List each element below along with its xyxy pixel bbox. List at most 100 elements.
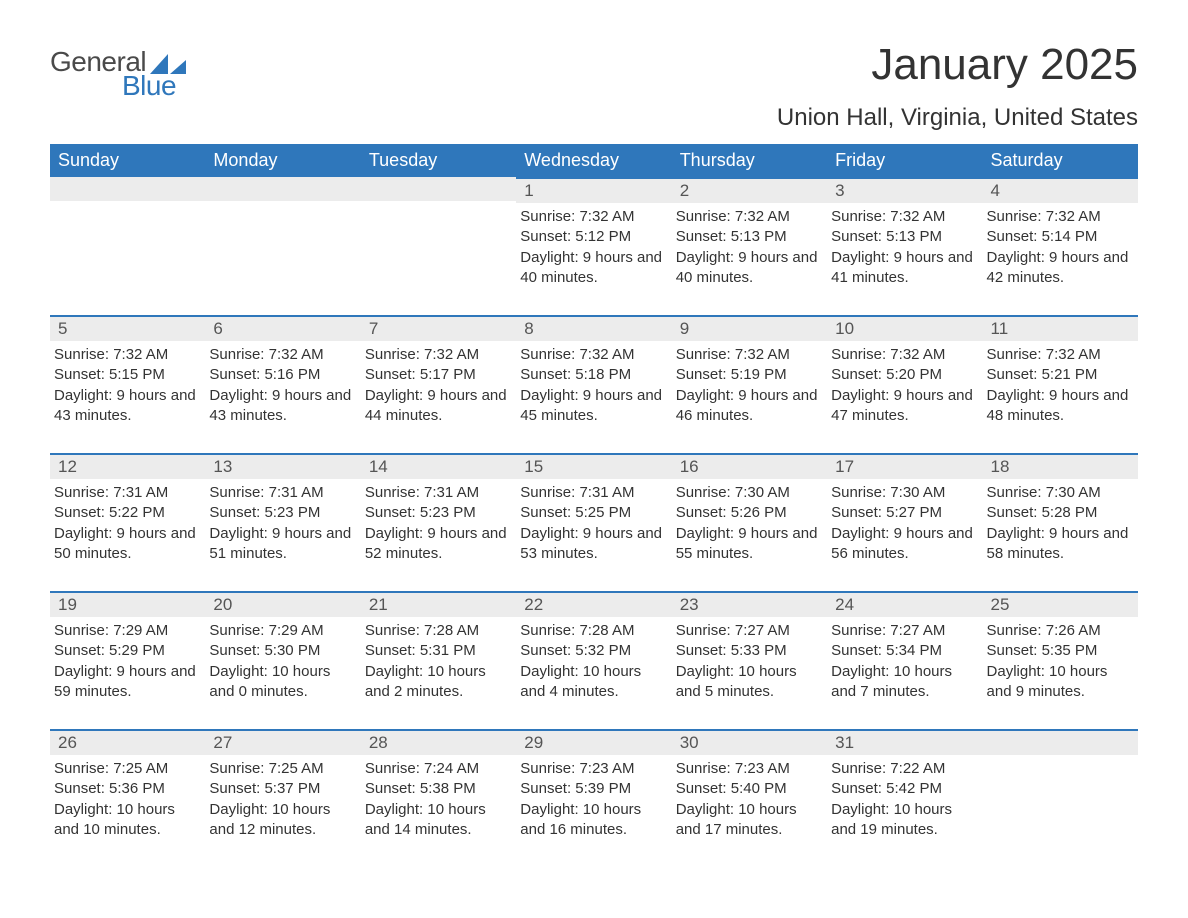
day-number: 28 [361, 731, 516, 755]
day-number: 5 [50, 317, 205, 341]
empty-cell [50, 177, 205, 315]
calendar-row: 19Sunrise: 7:29 AMSunset: 5:29 PMDayligh… [50, 591, 1138, 729]
sunset-text: Sunset: 5:12 PM [520, 227, 667, 247]
sunrise-text: Sunrise: 7:32 AM [676, 207, 823, 227]
day-number: 13 [205, 455, 360, 479]
day-number: 4 [983, 179, 1138, 203]
weekday-header: Friday [827, 144, 982, 177]
day-details: Sunrise: 7:32 AMSunset: 5:17 PMDaylight:… [361, 341, 516, 430]
day-number: 21 [361, 593, 516, 617]
sunrise-text: Sunrise: 7:25 AM [54, 759, 201, 779]
daylight-text: Daylight: 10 hours and 10 minutes. [54, 800, 201, 841]
sunrise-text: Sunrise: 7:32 AM [365, 345, 512, 365]
day-details: Sunrise: 7:31 AMSunset: 5:22 PMDaylight:… [50, 479, 205, 568]
day-number: 14 [361, 455, 516, 479]
day-cell: 29 Sunrise: 7:23 AMSunset: 5:39 PMDayligh… [516, 729, 671, 867]
day-cell: 3Sunrise: 7:32 AMSunset: 5:13 PMDaylight… [827, 177, 982, 315]
day-number: 15 [516, 455, 671, 479]
sunset-text: Sunset: 5:21 PM [987, 365, 1134, 385]
weekday-header: Thursday [672, 144, 827, 177]
day-details: Sunrise: 7:32 AMSunset: 5:13 PMDaylight:… [672, 203, 827, 292]
sunset-text: Sunset: 5:36 PM [54, 779, 201, 799]
sunrise-text: Sunrise: 7:31 AM [520, 483, 667, 503]
daylight-text: Daylight: 9 hours and 48 minutes. [987, 386, 1134, 427]
day-number: 31 [827, 731, 982, 755]
logo-sail-icon [150, 54, 186, 74]
day-cell: 19Sunrise: 7:29 AMSunset: 5:29 PMDayligh… [50, 591, 205, 729]
sunset-text: Sunset: 5:39 PM [520, 779, 667, 799]
daylight-text: Daylight: 10 hours and 16 minutes. [520, 800, 667, 841]
day-cell: 13Sunrise: 7:31 AMSunset: 5:23 PMDayligh… [205, 453, 360, 591]
daylight-text: Daylight: 9 hours and 40 minutes. [520, 248, 667, 289]
daylight-text: Daylight: 9 hours and 53 minutes. [520, 524, 667, 565]
sunset-text: Sunset: 5:20 PM [831, 365, 978, 385]
day-details: Sunrise: 7:32 AMSunset: 5:13 PMDaylight:… [827, 203, 982, 292]
day-cell: 23Sunrise: 7:27 AMSunset: 5:33 PMDayligh… [672, 591, 827, 729]
day-details: Sunrise: 7:30 AMSunset: 5:27 PMDaylight:… [827, 479, 982, 568]
day-details: Sunrise: 7:28 AMSunset: 5:31 PMDaylight:… [361, 617, 516, 706]
sunset-text: Sunset: 5:19 PM [676, 365, 823, 385]
day-cell: 27Sunrise: 7:25 AMSunset: 5:37 PMDayligh… [205, 729, 360, 867]
day-number: 8 [516, 317, 671, 341]
day-cell: 14Sunrise: 7:31 AMSunset: 5:23 PMDayligh… [361, 453, 516, 591]
day-details: Sunrise: 7:25 AMSunset: 5:36 PMDaylight:… [50, 755, 205, 844]
logo-text-blue: Blue [122, 70, 176, 102]
sunrise-text: Sunrise: 7:31 AM [54, 483, 201, 503]
day-details: Sunrise: 7:31 AMSunset: 5:23 PMDaylight:… [361, 479, 516, 568]
daylight-text: Daylight: 9 hours and 55 minutes. [676, 524, 823, 565]
sunset-text: Sunset: 5:14 PM [987, 227, 1134, 247]
daylight-text: Daylight: 10 hours and 19 minutes. [831, 800, 978, 841]
daylight-text: Daylight: 9 hours and 46 minutes. [676, 386, 823, 427]
day-number: 20 [205, 593, 360, 617]
sunset-text: Sunset: 5:17 PM [365, 365, 512, 385]
header: General Blue January 2025 Union Hall, Vi… [50, 40, 1138, 132]
sunrise-text: Sunrise: 7:28 AM [520, 621, 667, 641]
sunset-text: Sunset: 5:40 PM [676, 779, 823, 799]
calendar-row: 12Sunrise: 7:31 AMSunset: 5:22 PMDayligh… [50, 453, 1138, 591]
weekday-header: Sunday [50, 144, 205, 177]
day-details: Sunrise: 7:29 AMSunset: 5:29 PMDaylight:… [50, 617, 205, 706]
sunset-text: Sunset: 5:42 PM [831, 779, 978, 799]
page-title: January 2025 [777, 40, 1138, 90]
day-number: 22 [516, 593, 671, 617]
day-number: 26 [50, 731, 205, 755]
sunrise-text: Sunrise: 7:31 AM [209, 483, 356, 503]
daylight-text: Daylight: 9 hours and 42 minutes. [987, 248, 1134, 289]
sunset-text: Sunset: 5:30 PM [209, 641, 356, 661]
day-details: Sunrise: 7:28 AMSunset: 5:32 PMDaylight:… [516, 617, 671, 706]
sunset-text: Sunset: 5:16 PM [209, 365, 356, 385]
day-cell: 16Sunrise: 7:30 AMSunset: 5:26 PMDayligh… [672, 453, 827, 591]
day-cell: 31Sunrise: 7:22 AMSunset: 5:42 PMDayligh… [827, 729, 982, 867]
day-number: 11 [983, 317, 1138, 341]
day-details: Sunrise: 7:22 AMSunset: 5:42 PMDaylight:… [827, 755, 982, 844]
day-cell: 4Sunrise: 7:32 AMSunset: 5:14 PMDaylight… [983, 177, 1138, 315]
day-number: 6 [205, 317, 360, 341]
day-cell: 21Sunrise: 7:28 AMSunset: 5:31 PMDayligh… [361, 591, 516, 729]
empty-cell [983, 729, 1138, 867]
sunset-text: Sunset: 5:18 PM [520, 365, 667, 385]
day-details: Sunrise: 7:23 AMSunset: 5:40 PMDaylight:… [672, 755, 827, 844]
daylight-text: Daylight: 9 hours and 58 minutes. [987, 524, 1134, 565]
daylight-text: Daylight: 9 hours and 59 minutes. [54, 662, 201, 703]
sunrise-text: Sunrise: 7:23 AM [520, 759, 667, 779]
sunrise-text: Sunrise: 7:30 AM [831, 483, 978, 503]
sunrise-text: Sunrise: 7:26 AM [987, 621, 1134, 641]
day-number: 29 [516, 731, 671, 755]
day-details: Sunrise: 7:30 AMSunset: 5:26 PMDaylight:… [672, 479, 827, 568]
daylight-text: Daylight: 10 hours and 9 minutes. [987, 662, 1134, 703]
sunrise-text: Sunrise: 7:31 AM [365, 483, 512, 503]
sunrise-text: Sunrise: 7:30 AM [676, 483, 823, 503]
day-cell: 10Sunrise: 7:32 AMSunset: 5:20 PMDayligh… [827, 315, 982, 453]
day-cell: 6Sunrise: 7:32 AMSunset: 5:16 PMDaylight… [205, 315, 360, 453]
sunrise-text: Sunrise: 7:32 AM [520, 207, 667, 227]
empty-cell [205, 177, 360, 315]
day-details: Sunrise: 7:24 AMSunset: 5:38 PMDaylight:… [361, 755, 516, 844]
sunset-text: Sunset: 5:26 PM [676, 503, 823, 523]
daylight-text: Daylight: 10 hours and 5 minutes. [676, 662, 823, 703]
day-number: 17 [827, 455, 982, 479]
day-details: Sunrise: 7:27 AMSunset: 5:33 PMDaylight:… [672, 617, 827, 706]
empty-cell [361, 177, 516, 315]
sunrise-text: Sunrise: 7:27 AM [676, 621, 823, 641]
day-cell: 17Sunrise: 7:30 AMSunset: 5:27 PMDayligh… [827, 453, 982, 591]
day-cell: 30Sunrise: 7:23 AMSunset: 5:40 PMDayligh… [672, 729, 827, 867]
